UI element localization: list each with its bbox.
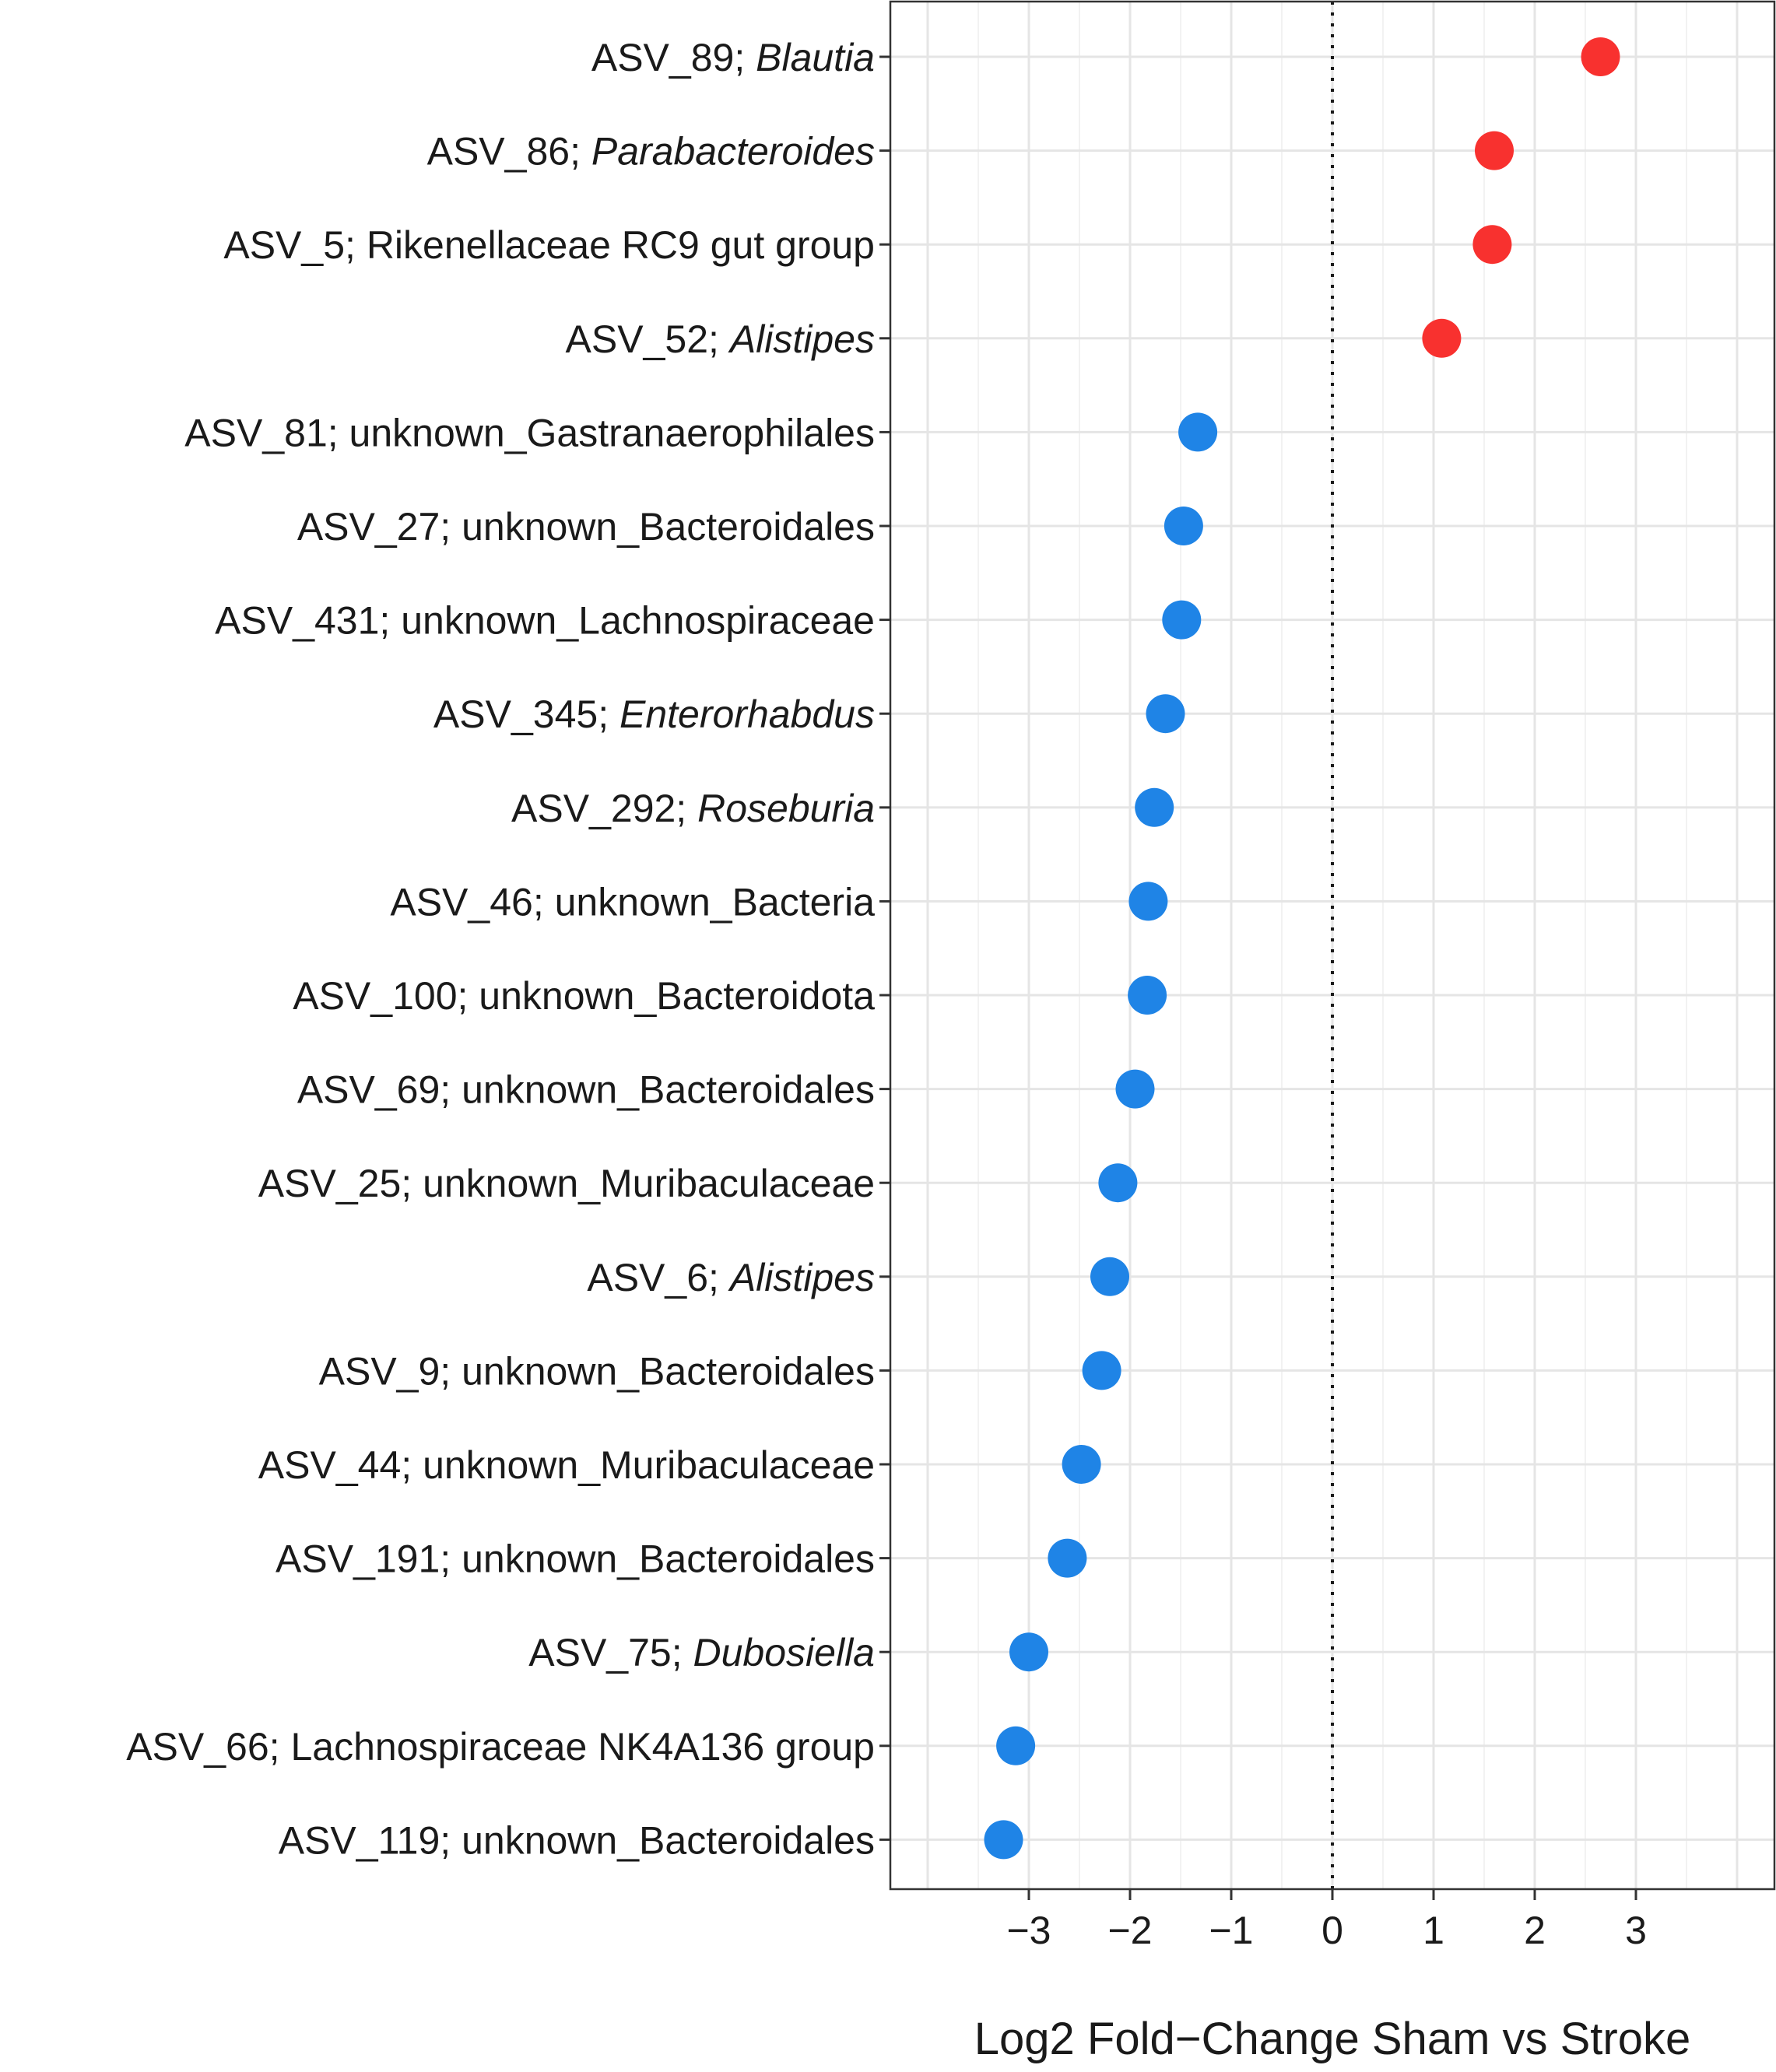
y-tick-label: ASV_81; unknown_Gastranaerophilales	[184, 411, 875, 454]
data-point	[1146, 694, 1185, 734]
y-tick-label: ASV_9; unknown_Bacteroidales	[319, 1349, 875, 1393]
x-tick-label: −2	[1107, 1909, 1152, 1952]
data-point	[1062, 1445, 1101, 1484]
taxon-name: unknown_Lachnospiraceae	[401, 599, 875, 643]
taxon-name: unknown_Muribaculaceae	[423, 1443, 875, 1487]
asv-id: ASV_81;	[184, 411, 349, 454]
data-point	[1581, 37, 1620, 76]
data-point	[984, 1820, 1023, 1860]
data-point	[996, 1726, 1036, 1765]
taxon-name: unknown_Bacteroidales	[462, 1537, 875, 1581]
x-tick-label: 3	[1625, 1909, 1647, 1952]
y-axis-ticks	[879, 55, 890, 1841]
data-point	[1009, 1632, 1048, 1672]
x-axis-title: Log2 Fold−Change Sham vs Stroke	[974, 2014, 1691, 2064]
asv-id: ASV_100;	[293, 974, 479, 1018]
asv-id: ASV_292;	[511, 787, 697, 830]
taxon-name: unknown_Muribaculaceae	[423, 1162, 875, 1205]
asv-id: ASV_69;	[297, 1068, 462, 1112]
taxon-name: Lachnospiraceae NK4A136 group	[290, 1725, 875, 1769]
data-point	[1082, 1351, 1121, 1390]
data-point	[1048, 1538, 1087, 1578]
asv-id: ASV_86;	[427, 130, 591, 174]
data-point	[1128, 976, 1167, 1015]
asv-id: ASV_9;	[319, 1349, 462, 1393]
x-tick-label: 2	[1524, 1909, 1546, 1952]
taxon-name: Rikenellaceae RC9 gut group	[367, 223, 875, 267]
taxon-name: unknown_Bacteroidales	[462, 505, 875, 549]
y-tick-label: ASV_25; unknown_Muribaculaceae	[258, 1162, 875, 1205]
y-tick-label: ASV_44; unknown_Muribaculaceae	[258, 1443, 875, 1487]
asv-id: ASV_431;	[215, 599, 401, 643]
asv-id: ASV_5;	[223, 223, 366, 267]
x-axis-ticks	[1027, 1889, 1637, 1900]
asv-id: ASV_345;	[433, 692, 619, 736]
taxon-name: unknown_Bacteroidales	[462, 1068, 875, 1112]
x-tick-label: −1	[1209, 1909, 1253, 1952]
data-point	[1090, 1257, 1129, 1296]
taxon-name: Roseburia	[697, 787, 875, 830]
data-point	[1128, 882, 1168, 921]
taxon-name: unknown_Bacteria	[555, 880, 876, 924]
asv-id: ASV_66;	[126, 1725, 290, 1769]
asv-id: ASV_25;	[258, 1162, 423, 1205]
minor-gridlines	[978, 2, 1687, 1889]
x-tick-label: 0	[1321, 1909, 1343, 1952]
taxon-name: unknown_Gastranaerophilales	[349, 411, 875, 454]
taxon-name: Alistipes	[728, 317, 875, 361]
asv-id: ASV_44;	[258, 1443, 423, 1487]
asv-id: ASV_52;	[566, 317, 730, 361]
asv-id: ASV_119;	[279, 1818, 462, 1862]
taxon-name: Enterorhabdus	[619, 692, 875, 736]
y-tick-label: ASV_46; unknown_Bacteria	[390, 880, 875, 924]
data-point	[1472, 225, 1512, 265]
data-point	[1162, 600, 1202, 640]
asv-id: ASV_191;	[276, 1537, 462, 1581]
y-tick-label: ASV_191; unknown_Bacteroidales	[276, 1537, 875, 1581]
y-tick-label: ASV_6; Alistipes	[587, 1256, 875, 1299]
y-tick-label: ASV_345; Enterorhabdus	[433, 692, 875, 736]
data-point	[1422, 318, 1462, 358]
y-tick-label: ASV_5; Rikenellaceae RC9 gut group	[223, 223, 875, 267]
y-tick-label: ASV_100; unknown_Bacteroidota	[293, 974, 875, 1018]
asv-id: ASV_89;	[591, 36, 756, 79]
taxon-name: unknown_Bacteroidales	[462, 1818, 875, 1862]
data-point	[1475, 131, 1514, 170]
data-point	[1115, 1069, 1155, 1109]
asv-id: ASV_46;	[390, 880, 554, 924]
taxon-name: Parabacteroides	[591, 130, 875, 174]
y-tick-label: ASV_119; unknown_Bacteroidales	[279, 1818, 875, 1862]
data-point	[1135, 787, 1174, 827]
taxon-name: Dubosiella	[693, 1631, 875, 1674]
asv-id: ASV_27;	[297, 505, 462, 549]
data-point	[1098, 1163, 1138, 1203]
y-tick-label: ASV_27; unknown_Bacteroidales	[297, 505, 875, 549]
y-tick-label: ASV_86; Parabacteroides	[427, 130, 875, 174]
data-point	[1164, 507, 1203, 545]
y-tick-label: ASV_75; Dubosiella	[528, 1631, 875, 1674]
major-gridlines	[890, 2, 1774, 1889]
asv-id: ASV_6;	[587, 1256, 729, 1299]
y-tick-label: ASV_69; unknown_Bacteroidales	[297, 1068, 875, 1112]
x-tick-label: −3	[1006, 1909, 1051, 1952]
taxon-name: Blautia	[756, 36, 875, 79]
data-point	[1178, 412, 1218, 452]
taxon-name: unknown_Bacteroidales	[462, 1349, 875, 1393]
asv-id: ASV_75;	[528, 1631, 693, 1674]
y-tick-label: ASV_292; Roseburia	[511, 787, 875, 830]
x-tick-label: 1	[1423, 1909, 1444, 1952]
data-points	[984, 37, 1620, 1860]
taxon-name: Alistipes	[728, 1256, 875, 1299]
x-axis-tick-labels: −3 −2 −1 0 1 2 3	[1006, 1909, 1646, 1952]
taxon-name: unknown_Bacteroidota	[479, 974, 875, 1018]
y-tick-label: ASV_89; Blautia	[591, 36, 875, 79]
y-tick-label: ASV_431; unknown_Lachnospiraceae	[215, 599, 875, 643]
y-tick-label: ASV_52; Alistipes	[566, 317, 875, 361]
y-tick-label: ASV_66; Lachnospiraceae NK4A136 group	[126, 1725, 875, 1769]
